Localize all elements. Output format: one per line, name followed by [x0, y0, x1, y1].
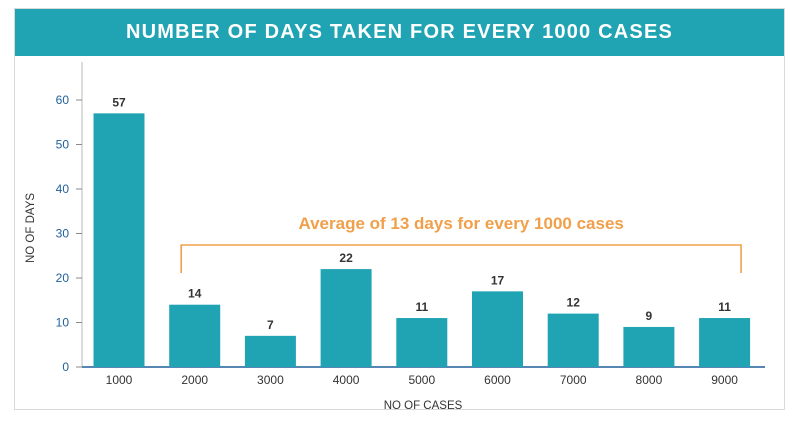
bar [93, 113, 145, 367]
bar [169, 304, 221, 367]
x-tick-label: 7000 [560, 373, 587, 387]
x-axis-title: NO OF CASES [384, 400, 463, 412]
bar [547, 313, 599, 367]
data-label: 22 [339, 251, 353, 265]
y-tick-label: 30 [56, 227, 70, 241]
data-label: 7 [267, 318, 274, 332]
data-label: 12 [567, 296, 581, 310]
bar [472, 291, 523, 367]
y-tick-label: 40 [56, 182, 70, 196]
data-label: 11 [718, 300, 731, 314]
y-tick-label: 0 [62, 360, 69, 374]
annotation-text: Average of 13 days for every 1000 cases [298, 214, 623, 233]
data-label: 57 [112, 95, 126, 109]
x-tick-label: 2000 [181, 373, 208, 387]
y-tick-label: 10 [56, 316, 70, 330]
x-tick-label: 8000 [636, 373, 663, 387]
data-label: 9 [646, 309, 653, 323]
chart-title-banner: NUMBER OF DAYS TAKEN FOR EVERY 1000 CASE… [15, 9, 784, 56]
bar [320, 269, 372, 367]
x-tick-label: 5000 [408, 373, 435, 387]
x-tick-label: 9000 [711, 373, 738, 387]
x-tick-label: 3000 [257, 373, 284, 387]
bar [623, 326, 675, 367]
bar [244, 335, 296, 367]
bar [396, 318, 448, 367]
annotation-bracket [180, 244, 742, 273]
bar [699, 318, 751, 367]
data-label: 17 [491, 273, 505, 287]
x-tick-label: 6000 [484, 373, 511, 387]
y-tick-label: 20 [56, 271, 70, 285]
x-tick-label: 1000 [106, 373, 133, 387]
y-tick-label: 60 [56, 93, 70, 107]
y-tick-label: 50 [56, 138, 70, 152]
data-label: 14 [188, 287, 202, 301]
x-tick-label: 4000 [333, 373, 360, 387]
data-label: 11 [415, 300, 428, 314]
y-axis-title: NO OF DAYS [25, 193, 37, 263]
chart-title: NUMBER OF DAYS TAKEN FOR EVERY 1000 CASE… [125, 21, 674, 43]
